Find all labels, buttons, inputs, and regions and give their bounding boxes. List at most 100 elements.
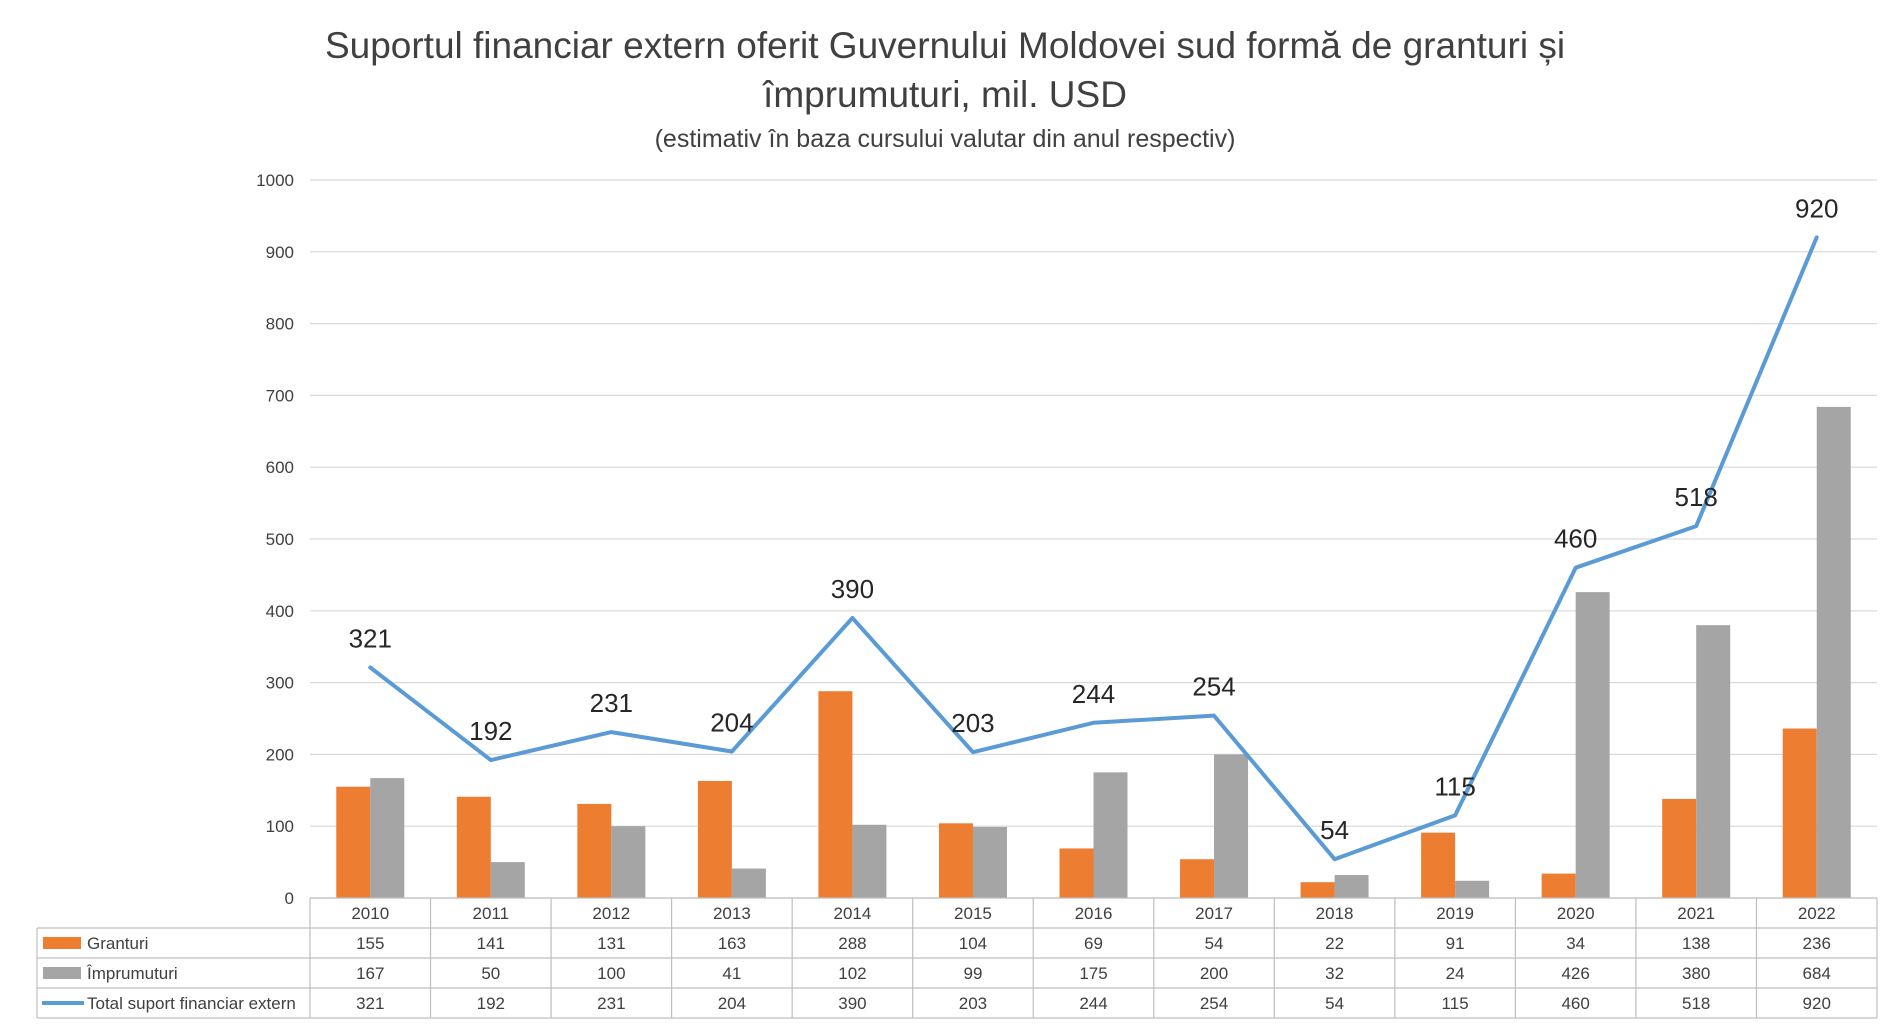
- legend-label-granturi: Granturi: [87, 934, 148, 953]
- y-tick-label-900: 900: [266, 243, 294, 262]
- data-label-total-2018: 54: [1320, 815, 1349, 845]
- bar--mprumuturi-2013: [731, 868, 766, 898]
- x-tick-label-2022: 2022: [1798, 904, 1836, 923]
- x-tick-label-2015: 2015: [954, 904, 992, 923]
- table-cell--mprumuturi-2017: 200: [1200, 964, 1228, 983]
- table-cell--mprumuturi-2019: 24: [1446, 964, 1465, 983]
- chart-title-line1: Suportul financiar extern oferit Guvernu…: [325, 25, 1565, 66]
- y-tick-label-800: 800: [266, 315, 294, 334]
- table-cell-total-suport-financiar-extern-2017: 254: [1200, 994, 1228, 1013]
- table-cell-total-suport-financiar-extern-2012: 231: [597, 994, 625, 1013]
- y-tick-label-0: 0: [285, 889, 294, 908]
- bar-granturi-2021: [1662, 798, 1697, 898]
- data-label-total-2022: 920: [1795, 193, 1838, 223]
- bar--mprumuturi-2022: [1816, 406, 1851, 898]
- x-tick-label-2012: 2012: [592, 904, 630, 923]
- table-cell--mprumuturi-2014: 102: [838, 964, 866, 983]
- table-cell-granturi-2013: 163: [718, 934, 746, 953]
- data-label-total-2020: 460: [1554, 524, 1597, 554]
- table-cell-granturi-2012: 131: [597, 934, 625, 953]
- data-label-total-2010: 321: [349, 624, 392, 654]
- table-cell-total-suport-financiar-extern-2011: 192: [477, 994, 505, 1013]
- bar-granturi-2022: [1782, 728, 1817, 898]
- table-cell--mprumuturi-2016: 175: [1079, 964, 1107, 983]
- bar-granturi-2015: [938, 823, 973, 898]
- table-cell-granturi-2020: 34: [1566, 934, 1585, 953]
- y-tick-label-700: 700: [266, 386, 294, 405]
- y-tick-label-500: 500: [266, 530, 294, 549]
- bar-granturi-2019: [1421, 832, 1456, 898]
- bar-granturi-2017: [1180, 859, 1215, 898]
- x-tick-label-2016: 2016: [1075, 904, 1113, 923]
- bar--mprumuturi-2020: [1575, 592, 1610, 898]
- data-label-total-2015: 203: [951, 708, 994, 738]
- x-tick-label-2021: 2021: [1677, 904, 1715, 923]
- bar-granturi-2016: [1059, 848, 1094, 898]
- x-tick-label-2017: 2017: [1195, 904, 1233, 923]
- x-tick-label-2018: 2018: [1316, 904, 1354, 923]
- data-label-total-2012: 231: [590, 688, 633, 718]
- bar-granturi-2013: [697, 780, 732, 898]
- table-cell-total-suport-financiar-extern-2021: 518: [1682, 994, 1710, 1013]
- total-line: [368, 235, 1819, 862]
- table-cell-granturi-2018: 22: [1325, 934, 1344, 953]
- table-cell-total-suport-financiar-extern-2016: 244: [1079, 994, 1107, 1013]
- table-cell-granturi-2010: 155: [356, 934, 384, 953]
- legend-label-total-suport-financiar-extern: Total suport financiar extern: [87, 994, 296, 1013]
- table-cell--mprumuturi-2018: 32: [1325, 964, 1344, 983]
- chart-title-line2: împrumuturi, mil. USD: [762, 74, 1127, 115]
- bar--mprumuturi-2014: [852, 824, 887, 898]
- table-cell-total-suport-financiar-extern-2020: 460: [1561, 994, 1589, 1013]
- y-tick-label-200: 200: [266, 745, 294, 764]
- legend-key--mprumuturi: [43, 967, 81, 979]
- table-cell--mprumuturi-2022: 684: [1803, 964, 1831, 983]
- y-tick-label-1000: 1000: [256, 171, 294, 190]
- bar--mprumuturi-2015: [972, 826, 1007, 898]
- bar-granturi-2018: [1300, 882, 1335, 898]
- bar--mprumuturi-2011: [490, 862, 525, 898]
- data-label-total-2013: 204: [710, 708, 753, 738]
- table-cell-granturi-2019: 91: [1446, 934, 1465, 953]
- table-cell--mprumuturi-2013: 41: [722, 964, 741, 983]
- table-cell--mprumuturi-2011: 50: [481, 964, 500, 983]
- data-label-total-2019: 115: [1434, 771, 1475, 801]
- table-cell--mprumuturi-2010: 167: [356, 964, 384, 983]
- table-cell-granturi-2015: 104: [959, 934, 987, 953]
- bar--mprumuturi-2017: [1214, 754, 1249, 898]
- legend-key-granturi: [43, 937, 81, 949]
- y-tick-label-100: 100: [266, 817, 294, 836]
- bar-granturi-2010: [336, 786, 371, 898]
- table-cell-total-suport-financiar-extern-2013: 204: [718, 994, 746, 1013]
- table-cell--mprumuturi-2015: 99: [964, 964, 983, 983]
- y-tick-label-400: 400: [266, 602, 294, 621]
- bar--mprumuturi-2019: [1455, 880, 1490, 898]
- table-cell-granturi-2022: 236: [1803, 934, 1831, 953]
- table-cell-total-suport-financiar-extern-2018: 54: [1325, 994, 1344, 1013]
- x-tick-label-2020: 2020: [1557, 904, 1595, 923]
- data-label-total-2021: 518: [1674, 482, 1717, 512]
- table-cell-granturi-2014: 288: [838, 934, 866, 953]
- legend-label--mprumuturi: Împrumuturi: [86, 964, 178, 983]
- y-tick-label-300: 300: [266, 674, 294, 693]
- bar--mprumuturi-2021: [1696, 625, 1731, 898]
- table-cell-granturi-2021: 138: [1682, 934, 1710, 953]
- table-cell-total-suport-financiar-extern-2022: 920: [1803, 994, 1831, 1013]
- bar--mprumuturi-2012: [611, 826, 646, 898]
- bar--mprumuturi-2018: [1334, 875, 1369, 898]
- x-tick-label-2013: 2013: [713, 904, 751, 923]
- bar-granturi-2012: [577, 803, 612, 898]
- table-cell-total-suport-financiar-extern-2015: 203: [959, 994, 987, 1013]
- bar--mprumuturi-2016: [1093, 772, 1128, 898]
- data-label-total-2016: 244: [1072, 679, 1115, 709]
- x-tick-label-2019: 2019: [1436, 904, 1474, 923]
- table-cell--mprumuturi-2020: 426: [1561, 964, 1589, 983]
- table-cell-total-suport-financiar-extern-2010: 321: [356, 994, 384, 1013]
- table-cell--mprumuturi-2021: 380: [1682, 964, 1710, 983]
- table-cell-granturi-2011: 141: [477, 934, 505, 953]
- bar-granturi-2014: [818, 691, 853, 898]
- table-cell-granturi-2017: 54: [1205, 934, 1224, 953]
- x-tick-label-2014: 2014: [834, 904, 872, 923]
- x-tick-label-2011: 2011: [473, 904, 510, 923]
